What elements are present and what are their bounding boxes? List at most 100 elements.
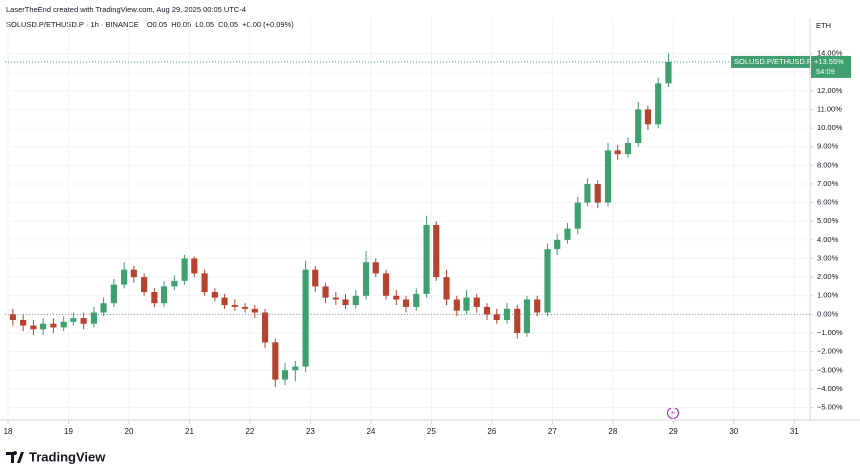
x-tick-label: 29 [669, 427, 678, 436]
x-tick-label: 31 [790, 427, 799, 436]
candle-body [151, 292, 158, 304]
candle-body [564, 228, 571, 240]
candle-body [473, 297, 480, 307]
candle-body [261, 312, 269, 343]
last-badge-bg [811, 55, 851, 78]
y-tick-label: 10.00% [817, 123, 843, 132]
y-tick-label: 2.00% [817, 272, 839, 281]
brand: TradingView [29, 449, 106, 464]
y-tick-label: 1.00% [817, 291, 839, 300]
candle-body [251, 308, 258, 313]
candle-body [312, 269, 319, 287]
x-tick-label: 22 [245, 427, 254, 436]
last-badge-name-bg [731, 55, 810, 68]
brand-logo [6, 451, 24, 463]
attribution: LaserTheEnd created with TradingView.com… [6, 5, 246, 14]
candles [9, 53, 672, 388]
x-tick-label: 28 [608, 427, 617, 436]
candle-body [655, 83, 662, 125]
candle-body [20, 319, 27, 326]
y-tick-label: −4.00% [817, 384, 843, 393]
candle-body [503, 308, 511, 320]
y-tick-label: −2.00% [817, 347, 843, 356]
y-tick-label: 9.00% [817, 142, 839, 151]
x-tick-label: 19 [64, 427, 73, 436]
candle-body [594, 183, 601, 203]
candle-body [624, 142, 632, 155]
candle-body [281, 370, 289, 380]
candle-body [644, 109, 651, 125]
candle-body [90, 312, 97, 324]
candle-body [221, 297, 228, 306]
candle-body [372, 262, 379, 274]
candle-body [362, 262, 370, 296]
ohlc-value: H0.05 [171, 20, 191, 29]
candle-body [574, 202, 581, 229]
y-tick-label: 12.00% [817, 86, 843, 95]
candle-body [443, 277, 450, 300]
candle-body [160, 286, 168, 304]
y-tick-label: 14.00% [817, 49, 843, 58]
candle-body [30, 325, 37, 330]
x-tick-label: 25 [427, 427, 436, 436]
candle-body [272, 342, 279, 380]
candle-body [352, 295, 359, 306]
x-tick-label: 27 [548, 427, 557, 436]
candle-body [332, 297, 339, 300]
y-tick-label: 4.00% [817, 235, 839, 244]
candle-body [70, 318, 77, 322]
y-tick-label: 11.00% [817, 104, 842, 113]
candle-body [604, 150, 612, 203]
symbol: SOLUSD.P/ETHUSD.P · 1h · BINANCE [6, 20, 139, 29]
x-tick-label: 21 [185, 427, 194, 436]
candle-body [322, 286, 329, 298]
candle-body [342, 299, 349, 306]
x-tick-label: 26 [487, 427, 496, 436]
candle-body [493, 314, 500, 320]
candle-body [130, 269, 137, 278]
ohlc-value: L0.05 [195, 20, 214, 29]
candle-body [393, 295, 400, 300]
candle-body [413, 293, 420, 307]
y-tick-label: 0.00% [817, 309, 839, 318]
x-tick-label: 18 [4, 427, 13, 436]
y-tick-label: 5.00% [817, 216, 839, 225]
candle-body [9, 314, 16, 320]
candle-body [423, 224, 430, 294]
x-tick-label: 24 [366, 427, 375, 436]
candle-body [665, 61, 672, 84]
candle-body [211, 292, 218, 298]
candle-body [191, 258, 198, 274]
candle-body [544, 249, 551, 313]
last-badge-value: +13.55% [814, 57, 844, 66]
candle-body [201, 273, 208, 293]
candle-body [292, 366, 299, 371]
candle-body [635, 109, 642, 143]
candle-body [60, 321, 67, 328]
ohlc-value: +0.00 (+0.09%) [242, 20, 294, 29]
candle-body [554, 239, 561, 250]
candle-body [50, 323, 57, 328]
candle-body [171, 280, 178, 287]
currency: ETH [816, 21, 831, 30]
last-badge-countdown: 54:09 [816, 67, 835, 76]
y-tick-label: 8.00% [817, 160, 839, 169]
candle-body [382, 273, 390, 296]
candle-body [433, 224, 440, 278]
candle-body [231, 305, 238, 307]
candle-body [302, 269, 309, 367]
last-badge-name: SOLUSD.P/ETHUSD.P [734, 57, 812, 66]
x-tick-label: 30 [729, 427, 738, 436]
candle-body [242, 306, 249, 309]
candle-body [584, 183, 591, 203]
candle-body [514, 308, 521, 334]
candle-body [80, 318, 87, 324]
candle-body [110, 284, 117, 304]
ohlc-value: O0.05 [147, 20, 167, 29]
candle-body [523, 299, 531, 334]
candle-body [141, 277, 148, 293]
x-tick-label: 23 [306, 427, 315, 436]
candle-body [534, 299, 541, 313]
